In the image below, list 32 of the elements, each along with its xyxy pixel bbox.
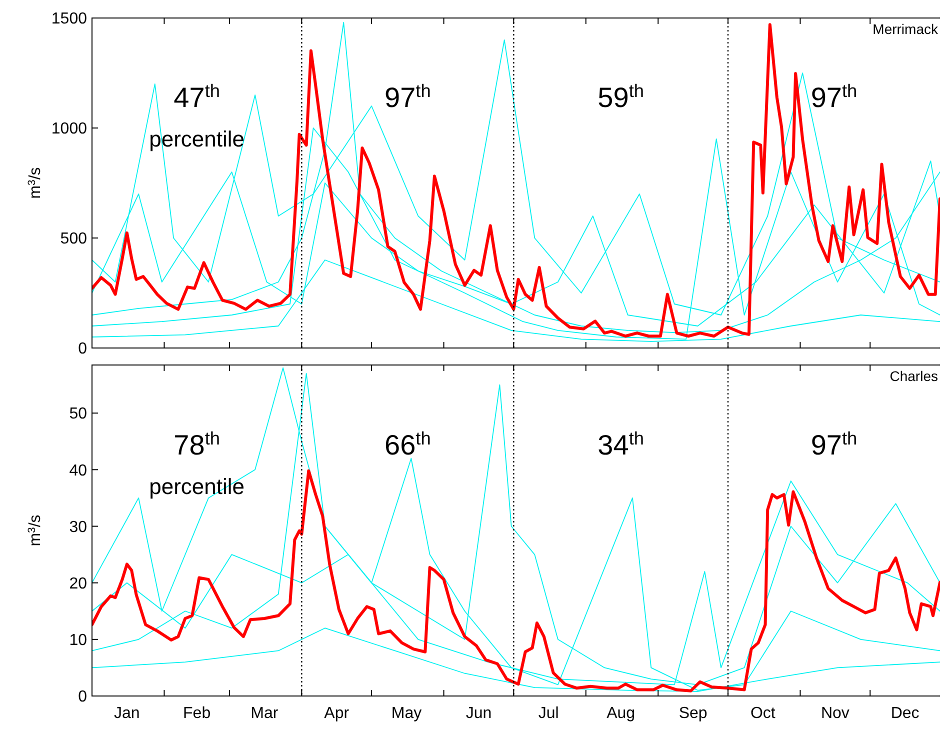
x-tick-label: Sep [678, 705, 708, 722]
x-tick-label: Apr [324, 705, 350, 722]
x-tick-label: May [391, 705, 422, 722]
y-tick-label: 10 [69, 632, 88, 650]
y-tick-label: 0 [78, 340, 88, 358]
y-tick-label: 1000 [51, 120, 88, 138]
annotation: 59$^{th}$ [598, 81, 644, 114]
x-tick-label: Oct [750, 705, 776, 722]
y-tick-label: 1500 [51, 10, 88, 28]
x-tick-label: Feb [183, 705, 211, 722]
y-tick-label: 50 [69, 406, 88, 423]
annotation: 97$^{th}$ [810, 428, 858, 460]
annotation: 78$^{th}$ [174, 428, 220, 460]
x-tick-label: Mar [250, 705, 279, 722]
x-tick-label: Dec [890, 705, 920, 722]
annotation: 66$^{th}$ [384, 428, 431, 460]
chart-title: Merrimack [872, 21, 939, 37]
x-tick-label: Jul [538, 705, 559, 722]
annotation: 97$^{th}$ [810, 81, 858, 114]
x-tick-label: Jan [114, 705, 140, 722]
annotation: 97$^{th}$ [384, 81, 431, 114]
chart-title: Charles [890, 368, 938, 384]
y-tick-label: 0 [78, 688, 88, 706]
y-tick-label: 30 [69, 518, 88, 536]
x-tick-label: Nov [820, 705, 850, 722]
annotation: 47$^{th}$ [174, 81, 220, 114]
x-tick-label: Aug [606, 705, 636, 722]
annotation: 34$^{th}$ [598, 428, 644, 460]
y-tick-label: 500 [60, 230, 88, 248]
y-tick-label: 20 [69, 575, 88, 592]
y-tick-label: 40 [69, 462, 88, 480]
x-tick-label: Jun [466, 705, 492, 722]
